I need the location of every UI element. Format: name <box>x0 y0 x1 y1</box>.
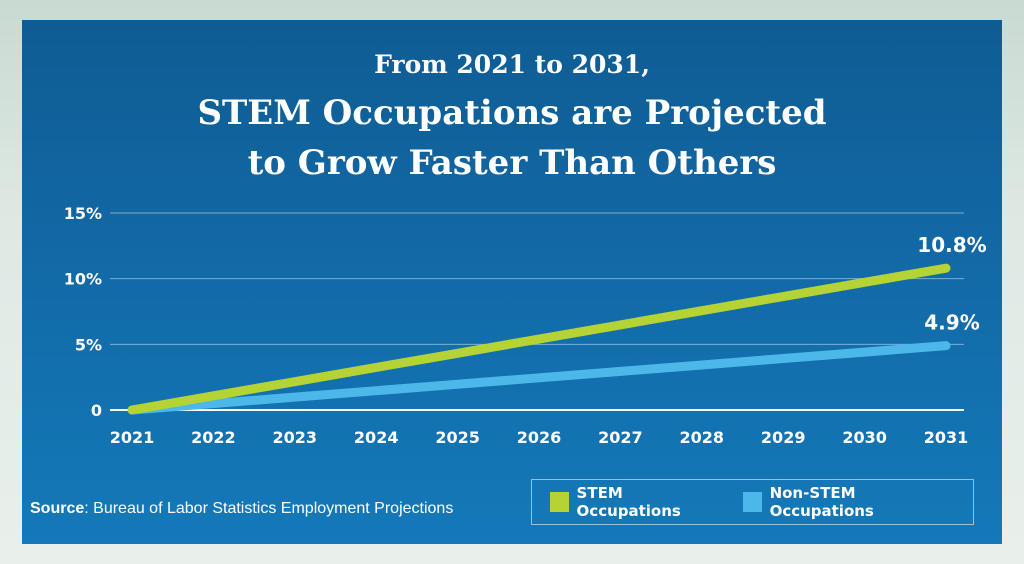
legend-label-non-stem: Non-STEM Occupations <box>769 484 874 520</box>
x-tick-label: 2024 <box>354 428 399 447</box>
y-tick-label: 10% <box>64 270 102 289</box>
chart-title-line-1: STEM Occupations are Projected <box>197 93 827 133</box>
y-tick-label: 15% <box>64 204 102 223</box>
x-tick-label: 2031 <box>924 428 969 447</box>
x-tick-label: 2022 <box>191 428 236 447</box>
source-note: Source: Bureau of Labor Statistics Emplo… <box>30 500 453 518</box>
legend-item-non-stem: Non-STEM Occupations <box>743 484 951 520</box>
x-tick-label: 2027 <box>598 428 643 447</box>
series-line-non-stem <box>127 341 951 415</box>
chart-title-line-2: to Grow Faster Than Others <box>247 143 777 183</box>
y-tick-label: 0 <box>91 401 102 420</box>
chart-legend: STEM Occupations Non-STEM Occupations <box>531 479 974 525</box>
legend-item-stem: STEM Occupations <box>550 484 721 520</box>
chart-title: STEM Occupations are Projected to Grow F… <box>22 88 1002 188</box>
source-text: : Bureau of Labor Statistics Employment … <box>84 500 454 517</box>
legend-label-stem: STEM Occupations <box>576 484 681 520</box>
x-tick-label: 2025 <box>435 428 480 447</box>
legend-swatch-stem <box>550 492 569 512</box>
y-tick-label: 5% <box>75 335 102 354</box>
x-tick-label: 2021 <box>110 428 155 447</box>
data-label-non-stem: 4.9% <box>924 311 979 335</box>
x-tick-label: 2026 <box>517 428 562 447</box>
legend-swatch-non-stem <box>743 492 762 512</box>
x-tick-label: 2028 <box>680 428 725 447</box>
x-tick-label: 2030 <box>842 428 887 447</box>
line-chart: 0 5% 10% 15% 2021 2022 2023 2024 2025 2026 2027 202… <box>64 204 987 447</box>
x-tick-label: 2023 <box>273 428 318 447</box>
series-line-stem <box>127 263 951 415</box>
chart-panel: From 2021 to 2031, STEM Occupations are … <box>22 20 1002 544</box>
x-tick-label: 2029 <box>761 428 806 447</box>
chart-subtitle: From 2021 to 2031, <box>374 50 650 79</box>
source-label: Source <box>30 500 85 517</box>
data-label-stem: 10.8% <box>917 233 986 257</box>
